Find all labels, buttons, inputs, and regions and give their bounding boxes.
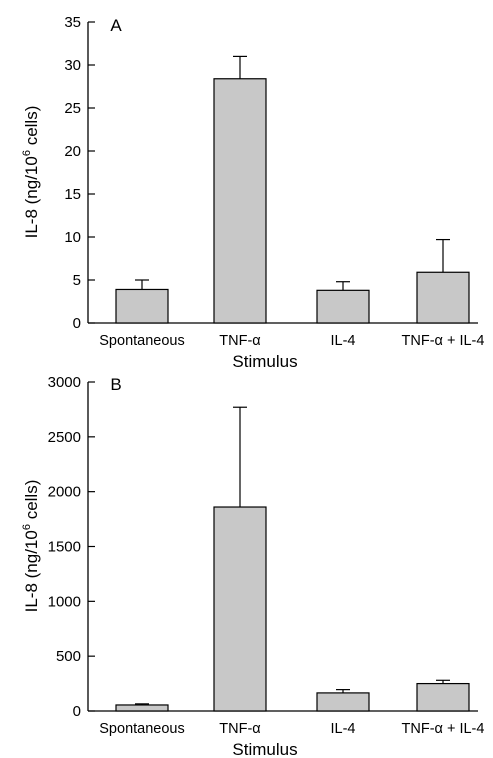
panel-b-bar [116, 705, 168, 711]
panel-a-y-axis-title-tail: cells) [22, 106, 41, 150]
panel-b-letter: B [110, 375, 121, 394]
panel-b-category-label: Spontaneous [99, 721, 184, 737]
panel-b-y-tick-label: 3000 [48, 374, 81, 391]
panel-b-category-label: TNF-α [219, 721, 260, 737]
panel-b-y-tick-label: 0 [73, 703, 81, 720]
panel-b-y-tick-label: 2000 [48, 484, 81, 501]
panel-b-y-tick-label: 1000 [48, 593, 81, 610]
panel-b-x-axis-title: Stimulus [232, 740, 297, 758]
panel-b-y-tick-label: 2500 [48, 429, 81, 446]
panel-a-bar [116, 289, 168, 323]
panel-a-category-label: IL-4 [331, 333, 356, 349]
panel-a-y-axis-title-main: IL-8 (ng/10 [22, 156, 41, 238]
panel-a-category-label: Spontaneous [99, 333, 184, 349]
panel-b: 0 500 1000 1500 2000 2500 3000 Spontaneous TNF-α… [21, 374, 484, 758]
panel-a-bar [417, 272, 469, 323]
panel-b-y-axis-title-tail: cells) [22, 480, 41, 524]
panel-a-y-tick-label: 25 [64, 100, 81, 117]
panel-b-y-tick-label: 1500 [48, 539, 81, 556]
panel-a-y-tick-label: 20 [64, 143, 81, 160]
panel-a: 0 5 10 15 20 25 30 35 Spontaneous TNF-α IL-4 TNF-α … [21, 14, 484, 371]
panel-a-x-axis-title: Stimulus [232, 352, 297, 371]
panel-a-y-tick-label: 15 [64, 186, 81, 203]
panel-a-letter: A [110, 16, 122, 35]
panel-a-y-axis-title: IL-8 (ng/106 cells) [21, 106, 41, 239]
panel-a-bar [214, 79, 266, 323]
panel-b-bar [417, 684, 469, 711]
panel-b-y-axis-title: IL-8 (ng/106 cells) [21, 480, 41, 613]
panel-a-y-tick-label: 0 [73, 315, 81, 332]
panel-a-y-tick-label: 35 [64, 14, 81, 31]
panel-b-category-label: TNF-α + IL-4 [402, 721, 485, 737]
panel-a-category-label: TNF-α + IL-4 [402, 333, 485, 349]
panel-a-y-tick-label: 10 [64, 229, 81, 246]
panel-a-y-tick-label: 5 [73, 272, 81, 289]
panel-b-y-axis-title-main: IL-8 (ng/10 [22, 530, 41, 612]
panel-b-category-label: IL-4 [331, 721, 356, 737]
panel-a-y-tick-label: 30 [64, 57, 81, 74]
panel-b-bar [214, 507, 266, 711]
panel-b-y-tick-label: 500 [56, 648, 81, 665]
panel-a-bar [317, 290, 369, 323]
panel-a-category-label: TNF-α [219, 333, 260, 349]
panel-b-bar [317, 693, 369, 711]
